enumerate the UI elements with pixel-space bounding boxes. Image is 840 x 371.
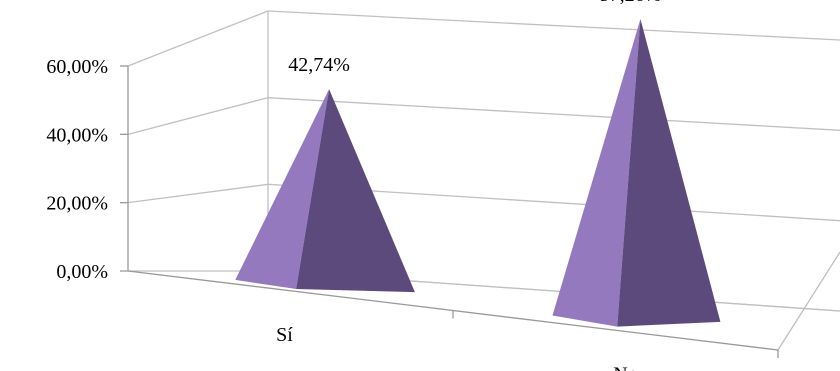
data-label-0: 42,74% [288,54,350,76]
pyramid-face-front-0 [235,89,330,290]
gridlines [127,10,840,351]
y-tick-label-2: 40,00% [46,124,108,146]
y-tick-label-3: 60,00% [46,56,108,78]
pyramid-face-side-1 [617,19,721,327]
pyramids [235,19,721,327]
pyramid-1 [552,19,721,327]
pyramid-face-side-0 [296,89,415,293]
pyramid-0 [235,89,415,293]
floor-right-edge [777,251,840,351]
gridline-1 [127,183,840,222]
data-label-1: 57,26% [600,0,662,6]
y-tick-label-0: 0,00% [56,261,108,283]
category-label-0: Sí [276,324,293,346]
y-tick-labels: 0,00% 20,00% 40,00% 60,00% [46,56,108,283]
data-labels: 42,74% 57,26% [288,0,661,76]
axes [120,65,779,358]
gridline-0 [128,270,840,312]
category-labels: Sí No [276,324,638,371]
gridline-3 [127,10,840,67]
pyramid-face-front-1 [552,19,641,327]
category-label-1: No [613,363,637,371]
y-tick-label-1: 20,00% [46,193,108,215]
gridline-2 [127,97,840,135]
